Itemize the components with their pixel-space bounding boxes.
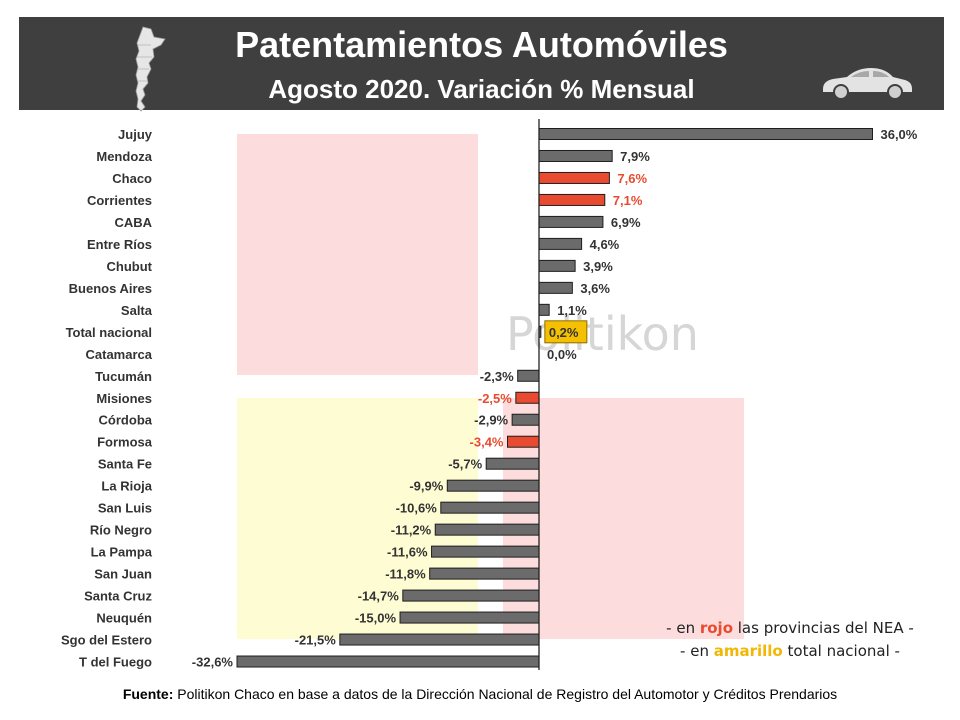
bar-formosa: [507, 435, 540, 448]
value-label-chubut: 3,9%: [583, 259, 613, 274]
category-label-entre-rios: Entre Ríos: [87, 237, 152, 252]
flag-background: Politikon: [237, 134, 744, 639]
bar-tucuman: [517, 369, 540, 382]
category-label-mendoza: Mendoza: [96, 149, 152, 164]
bar-chaco: [538, 171, 610, 184]
value-label-la-rioja: -9,9%: [409, 479, 443, 494]
category-label-neuquen: Neuquén: [96, 611, 152, 626]
bar-san-juan: [429, 567, 540, 580]
category-label-caba: CABA: [114, 215, 152, 230]
legend-note: - en rojo las provincias del NEA - - en …: [620, 617, 960, 663]
value-label-jujuy: 36,0%: [880, 127, 917, 142]
flag-red-top-left: [237, 134, 478, 375]
header-banner: Patentamientos Automóviles Agosto 2020. …: [19, 17, 944, 112]
source-note: Fuente: Politikon Chaco en base a datos …: [0, 686, 960, 702]
value-label-mendoza: 7,9%: [620, 149, 650, 164]
bar-jujuy: [538, 128, 873, 140]
category-label-san-luis: San Luis: [98, 501, 152, 516]
bar-buenos-aires: [538, 281, 573, 294]
value-label-san-luis: -10,6%: [396, 501, 438, 516]
value-label-caba: 6,9%: [611, 215, 641, 230]
category-label-la-pampa: La Pampa: [91, 545, 153, 560]
value-label-buenos-aires: 3,6%: [580, 281, 610, 296]
chart-subtitle: Agosto 2020. Variación % Mensual: [268, 74, 695, 104]
value-label-catamarca: 0,0%: [547, 347, 577, 362]
category-label-jujuy: Jujuy: [118, 127, 153, 142]
argentina-map-icon: [135, 26, 166, 112]
bar-caba: [538, 215, 604, 228]
category-label-misiones: Misiones: [96, 391, 152, 406]
category-label-san-juan: San Juan: [94, 567, 152, 582]
bar-santa-cruz: [402, 589, 540, 602]
flag-red-bottom-right: [503, 398, 744, 639]
bar-rio-negro: [434, 523, 540, 536]
value-label-santa-cruz: -14,7%: [358, 589, 400, 604]
value-label-formosa: -3,4%: [470, 435, 504, 450]
category-label-sgo-del-estero: Sgo del Estero: [61, 633, 152, 648]
value-label-chaco: 7,6%: [617, 171, 647, 186]
note-line-yellow: - en amarillo total nacional -: [680, 642, 900, 660]
bar-sgo-del-estero: [339, 633, 540, 646]
note-line-red: - en rojo las provincias del NEA -: [666, 619, 914, 637]
bar-neuquen: [399, 611, 540, 624]
source-label: Fuente:: [122, 686, 174, 702]
category-label-t-del-fuego: T del Fuego: [79, 655, 152, 670]
bar-corrientes: [538, 193, 606, 206]
bar-santa-fe: [485, 457, 540, 470]
value-label-neuquen: -15,0%: [355, 611, 397, 626]
value-label-la-pampa: -11,6%: [387, 545, 428, 560]
category-label-buenos-aires: Buenos Aires: [69, 281, 152, 296]
source-text: Politikon Chaco en base a datos de la Di…: [173, 686, 838, 702]
value-label-san-juan: -11,8%: [385, 567, 426, 582]
category-label-formosa: Formosa: [97, 435, 153, 450]
value-label-total-nacional: 0,2%: [549, 325, 579, 340]
category-label-la-rioja: La Rioja: [101, 479, 152, 494]
category-label-cordoba: Córdoba: [99, 413, 153, 428]
category-label-santa-fe: Santa Fe: [98, 457, 152, 472]
category-label-salta: Salta: [121, 303, 153, 318]
bar-entre-rios: [538, 237, 583, 250]
category-label-total-nacional: Total nacional: [66, 325, 152, 340]
category-label-santa-cruz: Santa Cruz: [84, 589, 152, 604]
value-label-cordoba: -2,9%: [474, 413, 508, 428]
bar-cordoba: [511, 413, 540, 426]
total-highlight-box: [544, 320, 588, 344]
bar-misiones: [515, 391, 540, 404]
bar-san-luis: [440, 501, 540, 514]
category-label-catamarca: Catamarca: [86, 347, 153, 362]
category-label-chubut: Chubut: [107, 259, 153, 274]
value-label-tucuman: -2,3%: [480, 369, 514, 384]
bar-la-pampa: [431, 545, 540, 558]
value-label-santa-fe: -5,7%: [448, 457, 482, 472]
value-label-salta: 1,1%: [557, 303, 587, 318]
category-label-corrientes: Corrientes: [87, 193, 152, 208]
category-label-chaco: Chaco: [112, 171, 152, 186]
category-label-tucuman: Tucumán: [95, 369, 152, 384]
bar-chubut: [538, 259, 576, 272]
bar-salta: [538, 303, 550, 316]
value-label-misiones: -2,5%: [478, 391, 512, 406]
bar-mendoza: [538, 149, 613, 162]
value-label-t-del-fuego: -32,6%: [192, 655, 234, 670]
bar-t-del-fuego: [236, 655, 540, 668]
bar-la-rioja: [446, 479, 540, 492]
value-label-corrientes: 7,1%: [613, 193, 643, 208]
value-label-sgo-del-estero: -21,5%: [295, 633, 337, 648]
category-label-rio-negro: Río Negro: [90, 523, 152, 538]
chart-title: Patentamientos Automóviles: [235, 24, 728, 65]
car-icon: [823, 68, 912, 100]
value-label-rio-negro: -11,2%: [391, 523, 432, 538]
watermark: Politikon: [506, 307, 699, 361]
value-label-entre-rios: 4,6%: [590, 237, 620, 252]
